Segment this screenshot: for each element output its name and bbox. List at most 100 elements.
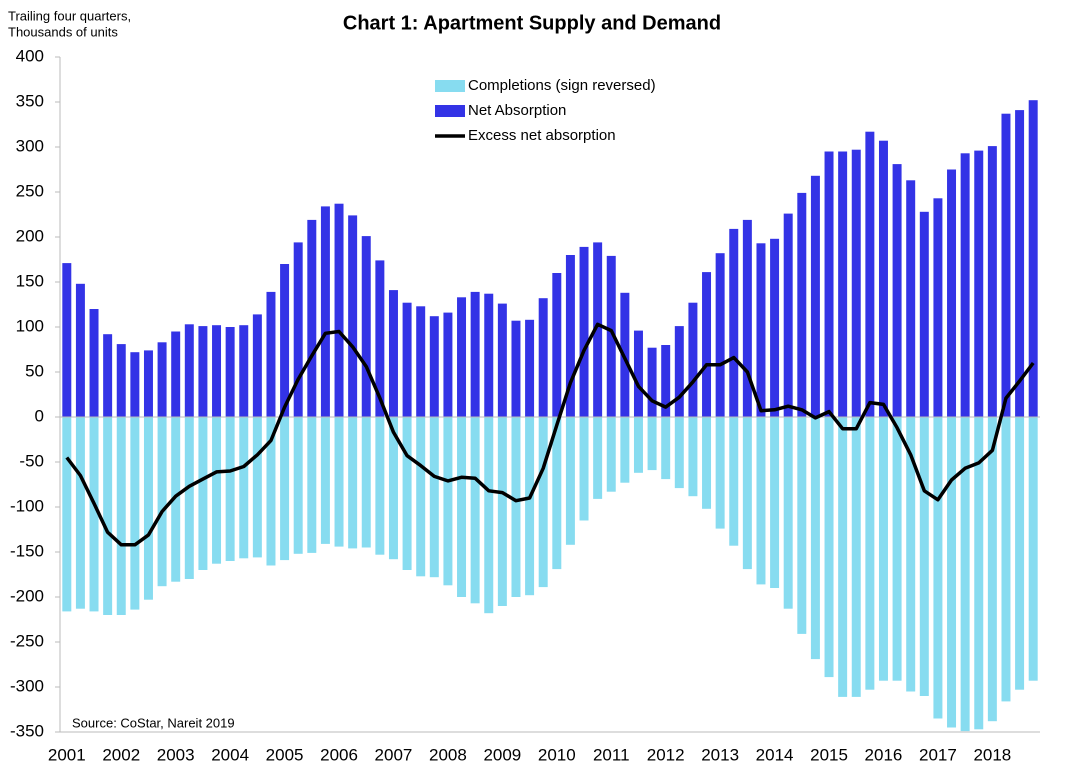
y-axis-label: Thousands of units — [8, 24, 118, 39]
bar — [593, 242, 603, 417]
bar — [280, 417, 290, 561]
bar — [593, 417, 603, 499]
bar — [620, 417, 630, 483]
bar — [511, 320, 521, 417]
bar — [116, 344, 126, 417]
bar — [674, 326, 684, 417]
bar — [457, 417, 467, 597]
bar — [960, 417, 970, 732]
bar — [130, 417, 140, 610]
bar — [239, 417, 249, 559]
bar — [443, 417, 453, 586]
legend-label: Excess net absorption — [468, 127, 616, 144]
bar — [674, 417, 684, 489]
x-tick-label: 2016 — [865, 745, 903, 764]
bar — [266, 291, 276, 417]
bar — [579, 417, 589, 521]
bar — [388, 290, 398, 417]
bar — [552, 417, 562, 570]
bar — [824, 151, 834, 417]
bar — [497, 303, 507, 417]
bar — [252, 314, 262, 417]
y-tick-label: -150 — [10, 541, 44, 560]
bar — [470, 291, 480, 417]
bar — [89, 417, 99, 612]
bar — [484, 417, 494, 614]
y-tick-label: 0 — [35, 406, 44, 425]
y-tick-label: 350 — [16, 91, 44, 110]
bar — [62, 263, 72, 417]
bar — [280, 264, 290, 417]
x-tick-label: 2014 — [756, 745, 794, 764]
y-tick-label: -350 — [10, 721, 44, 740]
bar — [947, 417, 957, 728]
bar — [974, 150, 984, 417]
bar — [797, 417, 807, 634]
bar — [416, 417, 426, 577]
bar — [661, 417, 671, 480]
x-tick-label: 2017 — [919, 745, 957, 764]
bar — [348, 417, 358, 549]
bar — [633, 330, 643, 417]
bar — [688, 302, 698, 417]
bar — [647, 347, 657, 417]
x-tick-label: 2010 — [538, 745, 576, 764]
bar — [334, 417, 344, 547]
bar — [865, 417, 875, 690]
bar — [497, 417, 507, 606]
bar — [987, 146, 997, 417]
bar — [715, 253, 725, 417]
bar — [960, 153, 970, 418]
bar — [457, 297, 467, 417]
bar — [171, 331, 181, 417]
y-tick-label: 100 — [16, 316, 44, 335]
x-tick-label: 2015 — [810, 745, 848, 764]
bar — [511, 417, 521, 597]
bar — [974, 417, 984, 730]
bar — [947, 169, 957, 417]
bar — [184, 417, 194, 579]
bar — [810, 175, 820, 417]
bar — [878, 417, 888, 681]
bar — [225, 417, 235, 561]
bar — [470, 417, 480, 604]
bar — [933, 198, 943, 417]
x-tick-label: 2005 — [266, 745, 304, 764]
bar — [293, 417, 303, 554]
bar — [756, 417, 766, 585]
bar — [987, 417, 997, 722]
bar — [892, 417, 902, 681]
x-tick-label: 2002 — [102, 745, 140, 764]
bar — [906, 417, 916, 692]
x-tick-label: 2013 — [701, 745, 739, 764]
bar — [130, 352, 140, 417]
bar — [702, 272, 712, 417]
bar — [919, 417, 929, 696]
legend-label: Net Absorption — [468, 102, 566, 119]
bar — [75, 417, 85, 609]
bar — [933, 417, 943, 719]
bar — [538, 298, 548, 417]
bar — [538, 417, 548, 588]
bar — [1028, 417, 1038, 681]
bar — [212, 325, 222, 417]
bar — [225, 327, 235, 417]
bar — [375, 417, 385, 555]
bar — [157, 342, 167, 417]
bar — [443, 312, 453, 417]
bar — [157, 417, 167, 587]
bar — [416, 306, 426, 417]
bar — [307, 219, 317, 417]
bar — [266, 417, 276, 566]
bar — [565, 417, 575, 545]
y-tick-label: 250 — [16, 181, 44, 200]
x-tick-label: 2003 — [157, 745, 195, 764]
bar — [606, 255, 616, 417]
bar — [702, 417, 712, 509]
bar — [361, 417, 371, 548]
y-tick-label: 200 — [16, 226, 44, 245]
bar — [212, 417, 222, 564]
y-tick-label: -100 — [10, 496, 44, 515]
bar — [565, 255, 575, 417]
x-tick-label: 2018 — [973, 745, 1011, 764]
